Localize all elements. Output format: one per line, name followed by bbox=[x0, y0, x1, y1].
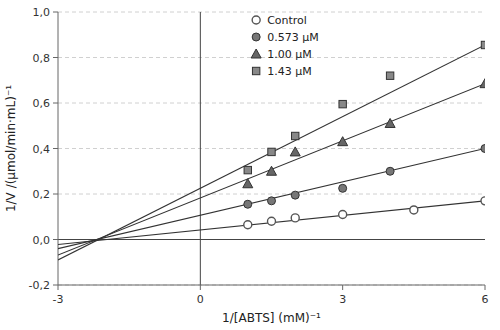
data-point bbox=[291, 191, 299, 199]
x-tick-label: 3 bbox=[339, 293, 346, 306]
legend-label: Control bbox=[267, 14, 307, 27]
x-axis bbox=[58, 285, 485, 286]
y-tick-label: 0,0 bbox=[33, 234, 51, 247]
grid-line bbox=[58, 103, 485, 104]
chart: -0,2 0,0 0,2 0,4 0,6 0,8 1,0 -3 0 3 6 1/[ABTS] (mM)… bbox=[0, 0, 500, 330]
data-point bbox=[339, 184, 347, 192]
data-point bbox=[290, 147, 300, 156]
data-point bbox=[268, 217, 276, 225]
data-point bbox=[338, 137, 348, 146]
fit-line bbox=[58, 201, 485, 245]
y-tick bbox=[53, 12, 58, 13]
data-point bbox=[268, 197, 276, 205]
legend-label: 1.43 μM bbox=[267, 65, 311, 78]
grid-line bbox=[58, 285, 485, 286]
y-tick-label: 0,6 bbox=[33, 97, 51, 110]
grid-line bbox=[58, 239, 485, 240]
y-axis-label: 1/V /(μmol/min·mL)⁻¹ bbox=[4, 85, 18, 212]
y-tick bbox=[53, 239, 58, 240]
y-tick bbox=[53, 194, 58, 195]
legend-marker bbox=[251, 49, 261, 58]
y-tick bbox=[53, 103, 58, 104]
y-tick-label: 0,2 bbox=[33, 188, 51, 201]
zero-line bbox=[200, 12, 201, 285]
y-tick-label: 1,0 bbox=[33, 6, 51, 19]
data-point bbox=[385, 118, 395, 127]
y-tick bbox=[53, 285, 58, 286]
x-tick-label: 0 bbox=[197, 293, 204, 306]
data-point bbox=[481, 145, 485, 153]
data-point bbox=[339, 210, 347, 218]
legend-label: 1.00 μM bbox=[267, 48, 311, 61]
x-tick bbox=[58, 285, 59, 290]
data-point bbox=[243, 179, 253, 188]
data-point bbox=[386, 167, 394, 175]
data-point bbox=[267, 166, 277, 175]
data-point bbox=[291, 214, 299, 222]
y-tick bbox=[53, 57, 58, 58]
plot-area bbox=[58, 41, 485, 260]
data-point bbox=[481, 41, 485, 48]
grid-line bbox=[58, 194, 485, 195]
y-tick-label: 0,8 bbox=[33, 52, 51, 65]
data-point bbox=[481, 197, 485, 205]
data-point bbox=[244, 200, 252, 208]
data-point bbox=[244, 221, 252, 229]
legend-marker bbox=[252, 16, 260, 24]
y-tick bbox=[53, 148, 58, 149]
x-tick-label: -3 bbox=[53, 293, 64, 306]
x-tick-label: 6 bbox=[482, 293, 489, 306]
legend-marker bbox=[252, 33, 260, 41]
grid-line bbox=[58, 12, 485, 13]
y-tick-label: -0,2 bbox=[29, 279, 50, 292]
fit-line bbox=[58, 84, 485, 255]
x-tick bbox=[485, 285, 486, 290]
fit-line bbox=[58, 45, 485, 260]
data-point bbox=[268, 148, 275, 155]
y-tick-label: 0,4 bbox=[33, 143, 51, 156]
legend: Control 0.573 μM 1.00 μM 1.43 μM bbox=[251, 14, 318, 78]
grid bbox=[58, 12, 485, 285]
data-point bbox=[410, 206, 418, 214]
zero-line bbox=[58, 239, 485, 240]
data-point bbox=[292, 132, 299, 139]
data-point bbox=[339, 100, 346, 107]
data-point bbox=[244, 166, 251, 173]
x-tick bbox=[342, 285, 343, 290]
x-tick bbox=[200, 285, 201, 290]
legend-marker bbox=[252, 67, 259, 74]
x-axis-label: 1/[ABTS] (mM)⁻¹ bbox=[222, 311, 321, 325]
data-point bbox=[480, 79, 485, 88]
legend-label: 0.573 μM bbox=[267, 31, 318, 44]
fit-line bbox=[58, 149, 485, 249]
data-point bbox=[386, 72, 393, 79]
